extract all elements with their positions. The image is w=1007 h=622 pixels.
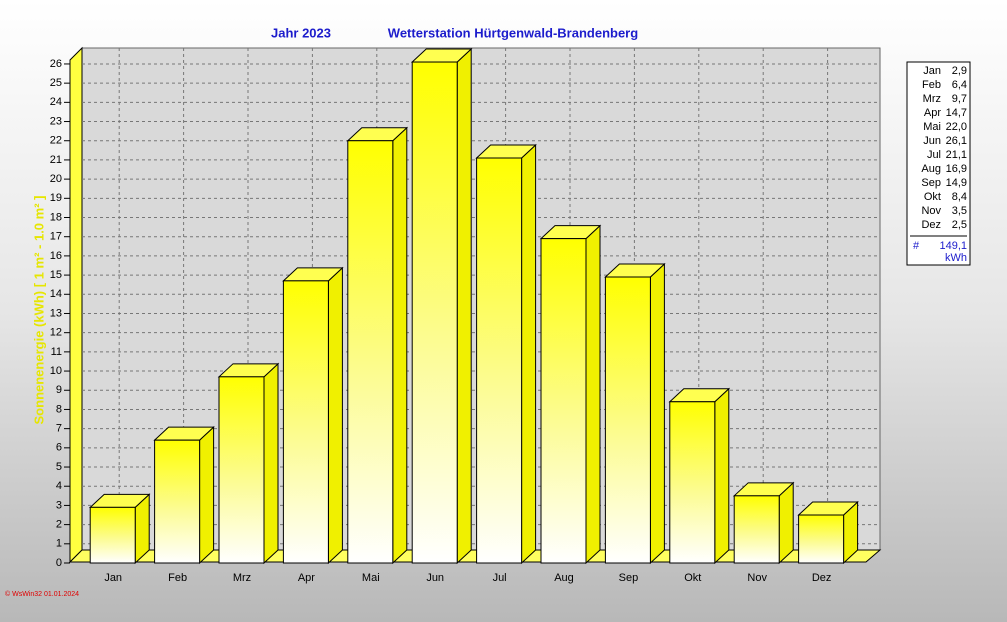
y-tick-label: 0 xyxy=(56,557,62,569)
y-tick-label: 12 xyxy=(50,327,62,339)
legend-month: Okt xyxy=(924,191,941,203)
bar-side xyxy=(649,262,665,565)
x-tick-label: Jul xyxy=(493,572,507,584)
x-tick-label: Feb xyxy=(168,572,187,584)
y-tick-label: 20 xyxy=(50,173,62,185)
legend-month: Mai xyxy=(923,121,941,133)
y-tick-label: 8 xyxy=(56,403,62,415)
y-tick-label: 22 xyxy=(50,135,62,147)
y-tick-label: 11 xyxy=(51,346,62,358)
legend-value: 16,9 xyxy=(946,163,967,175)
x-tick-label: Sep xyxy=(619,572,639,584)
bar xyxy=(540,238,587,564)
y-tick-label: 15 xyxy=(50,269,62,281)
legend-value: 3,5 xyxy=(952,205,967,217)
legend-month: Mrz xyxy=(923,93,941,105)
bar-side xyxy=(392,126,408,565)
legend-value: 22,0 xyxy=(946,121,967,133)
legend-month: Apr xyxy=(924,107,941,119)
legend-value: 8,4 xyxy=(952,191,967,203)
bar-side xyxy=(199,426,215,565)
legend-value: 21,1 xyxy=(946,149,967,161)
bar-side xyxy=(778,481,794,565)
y-tick-label: 7 xyxy=(56,423,62,435)
legend-month: Jun xyxy=(923,135,941,147)
y-tick-label: 18 xyxy=(50,211,62,223)
y-tick-label: 10 xyxy=(50,365,62,377)
y-tick-label: 26 xyxy=(50,58,62,70)
bar-side xyxy=(585,224,601,565)
total-value: 149,1 xyxy=(939,240,967,252)
chart-subtitle: Wetterstation Hürtgenwald-Brandenberg xyxy=(388,25,638,40)
bar xyxy=(733,495,780,564)
x-tick-label: Mrz xyxy=(233,572,251,584)
y-tick-label: 14 xyxy=(50,288,62,300)
bar xyxy=(798,514,845,564)
x-tick-label: Nov xyxy=(747,572,767,584)
y-tick-label: 25 xyxy=(50,77,62,89)
bar xyxy=(89,506,136,564)
y-tick-label: 13 xyxy=(50,307,62,319)
legend-value: 14,9 xyxy=(946,177,967,189)
legend-month: Jul xyxy=(927,149,941,161)
y-tick-label: 17 xyxy=(50,231,62,243)
bar xyxy=(604,276,651,564)
y-tick-label: 1 xyxy=(56,538,62,550)
legend-value: 26,1 xyxy=(946,135,967,147)
y-tick-label: 4 xyxy=(56,480,62,492)
y-tick-label: 2 xyxy=(56,519,62,531)
legend-value: 2,5 xyxy=(952,219,967,231)
legend-value: 14,7 xyxy=(946,107,967,119)
legend-value: 6,4 xyxy=(952,79,967,91)
legend-month: Sep xyxy=(921,177,941,189)
chart-title: Jahr 2023 xyxy=(271,25,331,40)
legend-month: Aug xyxy=(921,163,941,175)
bar xyxy=(476,157,523,564)
footer: © WsWin32 01.01.2024 xyxy=(5,590,79,598)
y-tick-label: 23 xyxy=(50,115,62,127)
bar xyxy=(347,140,394,564)
bar xyxy=(282,280,329,564)
legend-value: 2,9 xyxy=(952,65,967,77)
left-wall xyxy=(69,46,83,564)
bar-side xyxy=(327,266,343,565)
legend-month: Dez xyxy=(921,219,941,231)
y-tick-label: 16 xyxy=(50,250,62,262)
legend-value: 9,7 xyxy=(952,93,967,105)
total-symbol: # xyxy=(913,240,920,252)
x-tick-label: Dez xyxy=(812,572,832,584)
y-tick-label: 19 xyxy=(50,192,62,204)
x-tick-label: Jun xyxy=(426,572,444,584)
x-tick-label: Jan xyxy=(104,572,122,584)
x-tick-label: Okt xyxy=(684,572,701,584)
bar xyxy=(154,439,201,564)
y-tick-label: 6 xyxy=(56,442,62,454)
legend-month: Nov xyxy=(921,205,941,217)
bar-side xyxy=(263,362,279,565)
bar-side xyxy=(521,143,537,565)
y-tick-label: 24 xyxy=(50,96,62,108)
y-tick-label: 5 xyxy=(56,461,62,473)
y-axis-label: Sonnenenergie (kWh) [ 1 m² - 1.0 m² ] xyxy=(31,196,46,425)
y-tick-label: 21 xyxy=(50,154,62,166)
bar xyxy=(218,376,265,564)
bar-side xyxy=(456,47,472,565)
x-tick-label: Aug xyxy=(554,572,574,584)
bar xyxy=(411,61,458,564)
x-tick-label: Mai xyxy=(362,572,380,584)
legend-month: Jan xyxy=(923,65,941,77)
legend-month: Feb xyxy=(922,79,941,91)
bar xyxy=(669,401,716,564)
y-tick-label: 9 xyxy=(56,384,62,396)
bar-side xyxy=(714,387,730,565)
total-unit: kWh xyxy=(945,252,967,264)
x-tick-label: Apr xyxy=(298,572,315,584)
legend-box xyxy=(906,61,971,266)
y-tick-label: 3 xyxy=(56,499,62,511)
